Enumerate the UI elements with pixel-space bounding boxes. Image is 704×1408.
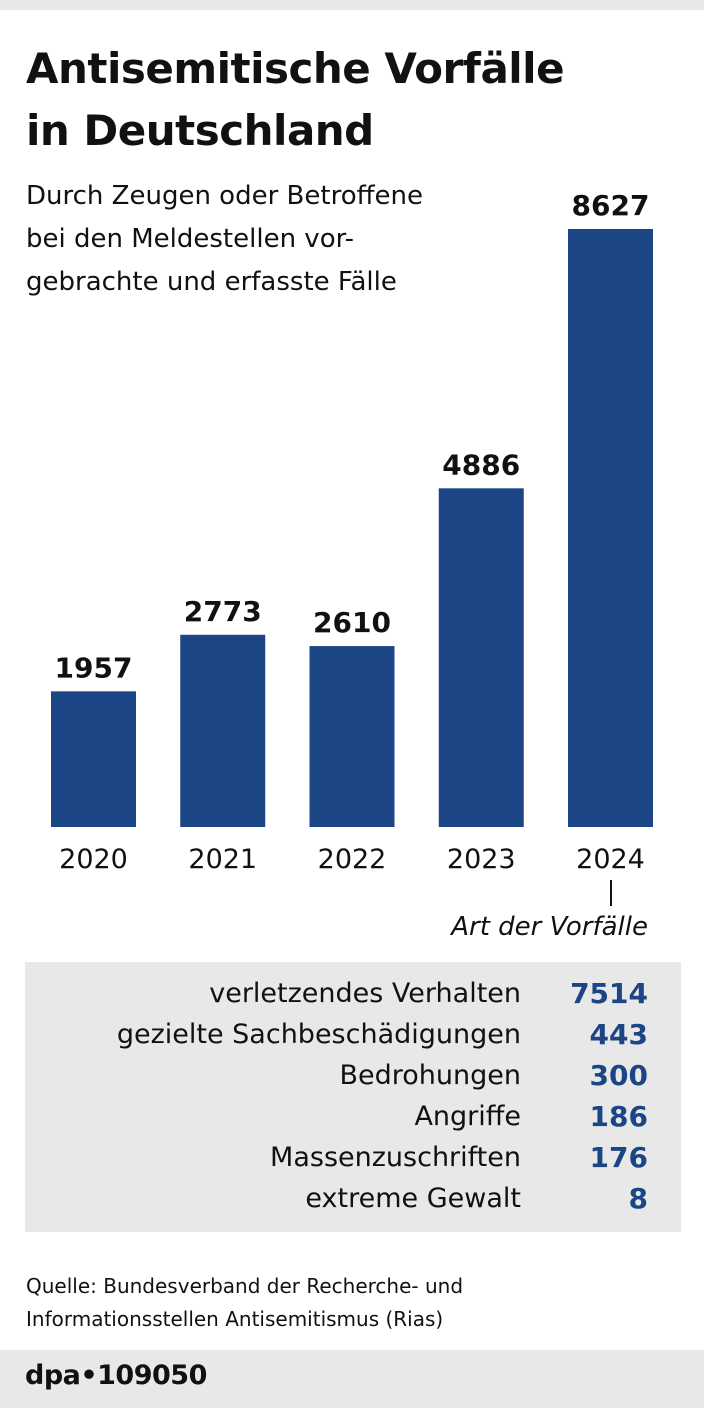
top-bar	[0, 0, 704, 10]
x-tick-label: 2023	[447, 844, 516, 875]
bar-2020	[51, 691, 136, 827]
breakdown-row: Angriffe 186	[25, 1096, 681, 1137]
breakdown-row: Massenzuschriften 176	[25, 1137, 681, 1178]
source-line: Informationsstellen Antisemitismus (Rias…	[26, 1307, 444, 1331]
bar-chart: 1957 2020 2773 2021 2610 2022 4886 2023 8627 2024	[51, 189, 653, 875]
x-tick-label: 2020	[59, 844, 128, 875]
x-tick-label: 2021	[188, 844, 257, 875]
breakdown-row: extreme Gewalt 8	[25, 1178, 681, 1219]
source-line: Quelle: Bundesverband der Recherche- und	[26, 1274, 464, 1298]
data-label: 1957	[55, 651, 133, 684]
row-label: gezielte Sachbeschädigungen	[116, 1019, 521, 1050]
breakdown-row: verletzendes Verhalten 7514	[25, 973, 681, 1014]
subtitle-line: gebrachte und erfasste Fälle	[26, 267, 397, 297]
data-label: 8627	[572, 189, 650, 222]
row-label: Massenzuschriften	[270, 1142, 521, 1173]
bar-2022	[309, 646, 395, 827]
credit-label: dpa•109050	[25, 1360, 207, 1391]
source-note: Quelle: Bundesverband der Recherche- und…	[26, 1270, 463, 1336]
bar-2023	[438, 488, 524, 827]
chart-subtitle: Durch Zeugen oder Betroffene bei den Mel…	[26, 175, 526, 304]
breakdown-row: Bedrohungen 300	[25, 1055, 681, 1096]
row-value: 186	[589, 1100, 648, 1133]
breakdown-pointer	[610, 880, 612, 906]
row-label: Angriffe	[414, 1101, 521, 1132]
data-label: 2610	[313, 606, 391, 639]
title-line-2: in Deutschland	[26, 106, 374, 155]
subtitle-line: bei den Meldestellen vor-	[26, 224, 355, 254]
row-value: 7514	[570, 977, 648, 1010]
x-tick-label: 2022	[318, 844, 387, 875]
breakdown-table: verletzendes Verhalten 7514 gezielte Sach…	[25, 962, 681, 1232]
breakdown-title: Art der Vorfälle	[451, 912, 648, 942]
x-tick-label: 2024	[576, 844, 645, 875]
subtitle-line: Durch Zeugen oder Betroffene	[26, 181, 423, 211]
row-value: 300	[589, 1059, 648, 1092]
breakdown-row: gezielte Sachbeschädigungen 443	[25, 1014, 681, 1055]
data-label: 2773	[184, 595, 262, 628]
row-label: Bedrohungen	[339, 1060, 522, 1091]
bar-2021	[180, 634, 266, 827]
title-line-1: Antisemitische Vorfälle	[26, 44, 565, 93]
chart-title: Antisemitische Vorfälle in Deutschland	[26, 38, 565, 162]
row-label: verletzendes Verhalten	[209, 978, 521, 1009]
footer-bar: dpa•109050	[0, 1350, 704, 1408]
data-label: 4886	[442, 448, 520, 481]
row-value: 8	[628, 1182, 648, 1215]
row-value: 443	[589, 1018, 648, 1051]
bar-2024	[568, 229, 653, 827]
row-value: 176	[589, 1141, 648, 1174]
row-label: extreme Gewalt	[305, 1183, 521, 1214]
